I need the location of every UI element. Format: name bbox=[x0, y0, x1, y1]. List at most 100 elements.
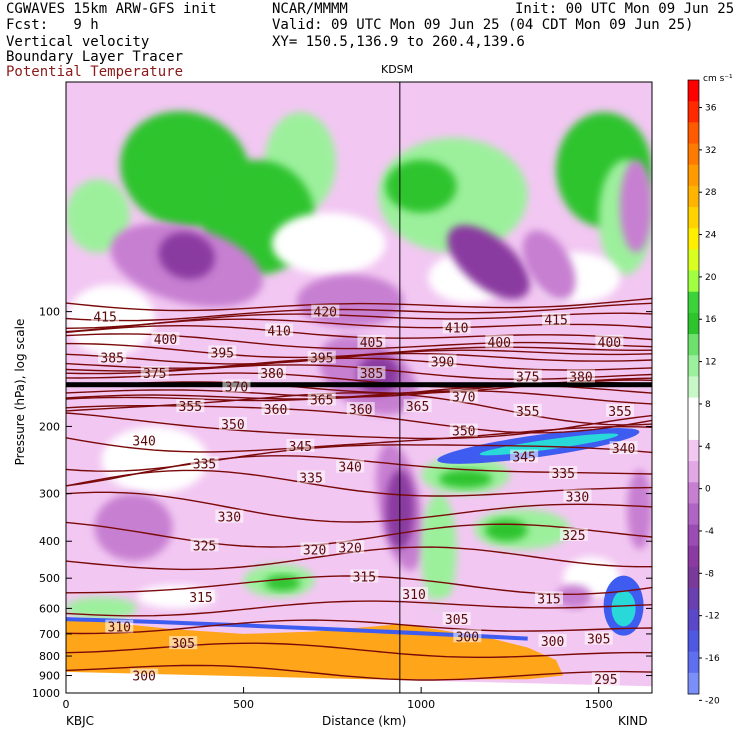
theta-label-43: 315 bbox=[353, 571, 376, 586]
theta-label-15: 385 bbox=[360, 367, 383, 382]
theta-label-29: 340 bbox=[132, 435, 155, 450]
velocity-blob-21 bbox=[101, 426, 209, 494]
colorbar-swatch bbox=[688, 651, 699, 674]
colorbar-swatch bbox=[688, 503, 699, 526]
theta-label-26: 355 bbox=[608, 405, 631, 420]
colorbar-swatch bbox=[688, 164, 699, 187]
theta-label-52: 305 bbox=[171, 637, 194, 652]
theta-label-4: 415 bbox=[544, 314, 567, 329]
theta-label-5: 400 bbox=[154, 333, 177, 348]
theta-label-6: 405 bbox=[360, 336, 383, 351]
y-tick-label-900: 900 bbox=[39, 670, 60, 683]
colorbar-swatch bbox=[688, 80, 699, 102]
theta-label-bg bbox=[428, 354, 457, 368]
theta-label-51: 305 bbox=[587, 633, 610, 648]
x-tick-label-1000: 1000 bbox=[407, 698, 435, 711]
theta-label-bg bbox=[535, 591, 564, 605]
y-tick-label-100: 100 bbox=[39, 306, 60, 319]
station-right-label: KIND bbox=[618, 714, 648, 728]
velocity-blob-13 bbox=[158, 232, 215, 280]
theta-label-44: 310 bbox=[402, 588, 425, 603]
velocity-blob-38 bbox=[66, 596, 138, 620]
colorbar-swatch bbox=[688, 566, 699, 589]
theta-label-bg bbox=[346, 401, 375, 415]
theta-label-bg bbox=[222, 379, 251, 393]
y-tick-label-700: 700 bbox=[39, 628, 60, 641]
y-tick-label-800: 800 bbox=[39, 650, 60, 663]
colorbar-label--16: -16 bbox=[705, 654, 720, 664]
theta-label-34: 340 bbox=[338, 461, 361, 476]
colorbar-swatch bbox=[688, 334, 699, 356]
theta-label-bg bbox=[190, 456, 219, 470]
theta-label-13: 375 bbox=[143, 367, 166, 382]
colorbar-label-28: 28 bbox=[705, 188, 717, 198]
colorbar-label-36: 36 bbox=[705, 104, 717, 114]
colorbar-swatch bbox=[688, 482, 699, 504]
theta-label-bg bbox=[566, 369, 595, 383]
theta-label-bg bbox=[261, 401, 290, 415]
velocity-blob-27 bbox=[438, 469, 493, 488]
velocity-blob-32 bbox=[485, 519, 528, 542]
theta-label-bg bbox=[591, 672, 620, 686]
theta-label-bg bbox=[485, 334, 514, 348]
colorbar-swatch bbox=[688, 376, 699, 399]
theta-contour bbox=[66, 600, 652, 617]
theta-label-bg bbox=[442, 612, 471, 626]
theta-label-22: 355 bbox=[179, 400, 202, 415]
x-tick-label-1500: 1500 bbox=[585, 698, 613, 711]
theta-label-39: 325 bbox=[562, 529, 585, 544]
colorbar-swatch bbox=[688, 207, 699, 229]
theta-label-bg bbox=[336, 540, 365, 554]
theta-label-bg bbox=[190, 538, 219, 552]
theta-label-bg bbox=[297, 470, 326, 484]
station-left-label: KBJC bbox=[66, 714, 95, 728]
theta-label-36: 335 bbox=[551, 467, 574, 482]
theta-label-7: 400 bbox=[488, 336, 511, 351]
theta-label-bg bbox=[513, 369, 542, 383]
theta-label-bg bbox=[176, 399, 205, 413]
theta-label-bg bbox=[584, 631, 613, 645]
colorbar-label--20: -20 bbox=[705, 696, 720, 706]
velocity-blob-22 bbox=[94, 493, 173, 561]
colorbar-swatch bbox=[688, 312, 699, 335]
theta-label-bg bbox=[91, 309, 120, 323]
theta-label-50: 300 bbox=[541, 635, 564, 650]
colorbar-swatch bbox=[688, 630, 699, 653]
theta-label-0: 415 bbox=[93, 311, 116, 326]
theta-label-53: 300 bbox=[132, 670, 155, 685]
x-axis-label: Distance (km) bbox=[322, 714, 407, 728]
field-boundary-layer-tracer: Boundary Layer Tracer bbox=[6, 49, 184, 65]
colorbar-swatch bbox=[688, 397, 699, 420]
theta-contour bbox=[66, 390, 652, 405]
theta-label-bg bbox=[286, 438, 315, 452]
theta-label-bg bbox=[595, 334, 624, 348]
theta-label-49: 300 bbox=[456, 630, 479, 645]
colorbar-swatch bbox=[688, 588, 699, 610]
velocity-blob-34 bbox=[627, 469, 652, 550]
theta-label-bg bbox=[510, 449, 539, 463]
velocity-blob-7 bbox=[66, 179, 130, 253]
theta-label-3: 410 bbox=[445, 321, 468, 336]
theta-label-42: 320 bbox=[338, 541, 361, 556]
velocity-blob-16 bbox=[522, 230, 576, 300]
theta-label-bg bbox=[403, 399, 432, 413]
velocity-blob-23 bbox=[215, 426, 297, 470]
colorbar-swatch bbox=[688, 249, 699, 272]
theta-label-bg bbox=[559, 527, 588, 541]
theta-label-bg bbox=[513, 403, 542, 417]
theta-label-16: 375 bbox=[516, 371, 539, 386]
y-tick-label-300: 300 bbox=[39, 488, 60, 501]
theta-contour bbox=[66, 469, 652, 497]
theta-label-bg bbox=[265, 323, 294, 337]
theta-label-19: 370 bbox=[452, 391, 475, 406]
org-label: NCAR/MMMM bbox=[272, 1, 348, 17]
theta-label-17: 380 bbox=[569, 371, 592, 386]
forecast-hour: Fcst: 9 h bbox=[6, 17, 99, 33]
theta-label-bg bbox=[542, 312, 571, 326]
theta-contour bbox=[66, 425, 652, 453]
theta-label-bg bbox=[442, 320, 471, 334]
theta-label-24: 360 bbox=[349, 403, 372, 418]
right-core-cyan bbox=[611, 590, 636, 627]
velocity-blob-4 bbox=[385, 159, 457, 213]
theta-label-bg bbox=[336, 459, 365, 473]
